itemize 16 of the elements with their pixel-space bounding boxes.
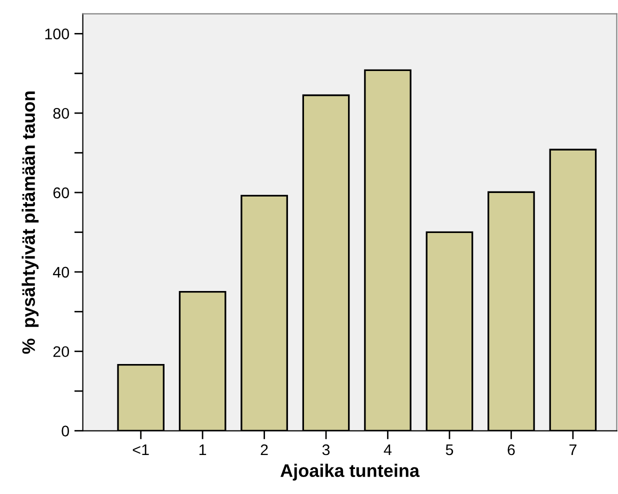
x-tick-label: 5 <box>446 444 454 456</box>
y-tick-label: 60 <box>53 187 70 198</box>
x-axis-title: Ajoaika tunteina <box>280 464 420 481</box>
x-tick-label: 7 <box>569 444 576 456</box>
y-axis-title: % pysähtyivät pitämään tauon <box>22 91 39 354</box>
y-tick-label: 40 <box>52 266 70 278</box>
x-tick-label: 3 <box>322 444 330 456</box>
y-tick-label: 20 <box>53 346 70 358</box>
x-tick-label: 2 <box>260 444 268 456</box>
x-tick-label: 6 <box>508 444 515 456</box>
y-tick-label: 0 <box>62 426 70 436</box>
x-tick-label: <1 <box>132 444 149 456</box>
x-tick-label: 4 <box>384 444 392 456</box>
x-tick-label: 1 <box>199 444 206 456</box>
y-tick-label: 80 <box>53 108 70 119</box>
y-tick-label: 100 <box>45 28 70 40</box>
